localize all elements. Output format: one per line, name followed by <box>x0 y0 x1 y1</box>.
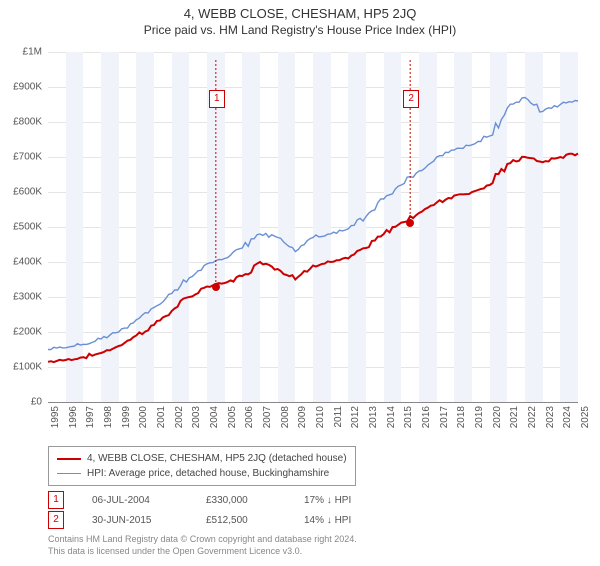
sale-price: £512,500 <box>206 515 276 526</box>
sale-marker <box>212 283 220 291</box>
sale-index: 2 <box>48 511 64 529</box>
legend-swatch <box>57 473 81 474</box>
x-tick-label: 2021 <box>509 406 520 428</box>
legend-row: HPI: Average price, detached house, Buck… <box>57 466 347 481</box>
sale-date: 30-JUN-2015 <box>92 515 178 526</box>
y-tick-label: £100K <box>13 362 42 373</box>
y-tick-label: £500K <box>13 222 42 233</box>
x-tick-label: 2012 <box>350 406 361 428</box>
footer-line-1: Contains HM Land Registry data © Crown c… <box>48 534 357 546</box>
x-tick-label: 1998 <box>103 406 114 428</box>
y-tick-label: £200K <box>13 327 42 338</box>
x-tick-label: 2023 <box>545 406 556 428</box>
sale-marker-label: 1 <box>209 90 225 108</box>
x-tick-label: 2010 <box>315 406 326 428</box>
legend: 4, WEBB CLOSE, CHESHAM, HP5 2JQ (detache… <box>48 446 356 486</box>
x-tick-label: 2016 <box>421 406 432 428</box>
x-tick-label: 2004 <box>209 406 220 428</box>
x-tick-label: 2006 <box>244 406 255 428</box>
x-tick-label: 2019 <box>474 406 485 428</box>
series-hpi <box>48 98 578 350</box>
sale-row: 2 30-JUN-2015 £512,500 14% ↓ HPI <box>48 510 384 530</box>
y-tick-label: £600K <box>13 187 42 198</box>
sale-marker <box>406 219 414 227</box>
x-tick-label: 2014 <box>386 406 397 428</box>
legend-row: 4, WEBB CLOSE, CHESHAM, HP5 2JQ (detache… <box>57 451 347 466</box>
line-svg <box>48 52 578 402</box>
x-tick-label: 1999 <box>121 406 132 428</box>
legend-label: 4, WEBB CLOSE, CHESHAM, HP5 2JQ (detache… <box>87 453 347 464</box>
y-tick-label: £0 <box>31 397 42 408</box>
x-tick-label: 2001 <box>156 406 167 428</box>
x-tick-label: 2002 <box>174 406 185 428</box>
x-tick-label: 1997 <box>85 406 96 428</box>
x-tick-label: 2022 <box>527 406 538 428</box>
x-tick-label: 2025 <box>580 406 591 428</box>
x-tick-label: 2007 <box>262 406 273 428</box>
y-tick-label: £300K <box>13 292 42 303</box>
x-tick-label: 2018 <box>456 406 467 428</box>
x-tick-label: 2008 <box>280 406 291 428</box>
sale-row: 1 06-JUL-2004 £330,000 17% ↓ HPI <box>48 490 384 510</box>
x-tick-label: 2015 <box>403 406 414 428</box>
chart: £0£100K£200K£300K£400K£500K£600K£700K£80… <box>48 52 578 402</box>
x-tick-label: 1995 <box>50 406 61 428</box>
x-tick-label: 2017 <box>439 406 450 428</box>
x-tick-label: 2000 <box>138 406 149 428</box>
legend-swatch <box>57 458 81 460</box>
x-tick-label: 2005 <box>227 406 238 428</box>
x-tick-label: 1996 <box>68 406 79 428</box>
sale-index: 1 <box>48 491 64 509</box>
sale-price: £330,000 <box>206 495 276 506</box>
x-tick-label: 2009 <box>297 406 308 428</box>
sales-table: 1 06-JUL-2004 £330,000 17% ↓ HPI 2 30-JUN-201… <box>48 490 384 530</box>
x-tick-label: 2013 <box>368 406 379 428</box>
y-tick-label: £700K <box>13 152 42 163</box>
y-tick-label: £800K <box>13 117 42 128</box>
footer-text: Contains HM Land Registry data © Crown c… <box>48 534 357 557</box>
sale-marker-label: 2 <box>403 90 419 108</box>
sale-date: 06-JUL-2004 <box>92 495 178 506</box>
sale-diff: 14% ↓ HPI <box>304 515 384 526</box>
legend-label: HPI: Average price, detached house, Buck… <box>87 468 329 479</box>
series-price_paid <box>48 154 578 363</box>
x-tick-label: 2003 <box>191 406 202 428</box>
y-tick-label: £400K <box>13 257 42 268</box>
x-tick-label: 2020 <box>492 406 503 428</box>
y-tick-label: £1M <box>23 47 42 58</box>
y-tick-label: £900K <box>13 82 42 93</box>
chart-title: 4, WEBB CLOSE, CHESHAM, HP5 2JQ <box>0 6 600 21</box>
x-tick-label: 2011 <box>333 406 344 428</box>
footer-line-2: This data is licensed under the Open Gov… <box>48 546 357 558</box>
sale-diff: 17% ↓ HPI <box>304 495 384 506</box>
x-tick-label: 2024 <box>562 406 573 428</box>
chart-subtitle: Price paid vs. HM Land Registry's House … <box>0 23 600 37</box>
